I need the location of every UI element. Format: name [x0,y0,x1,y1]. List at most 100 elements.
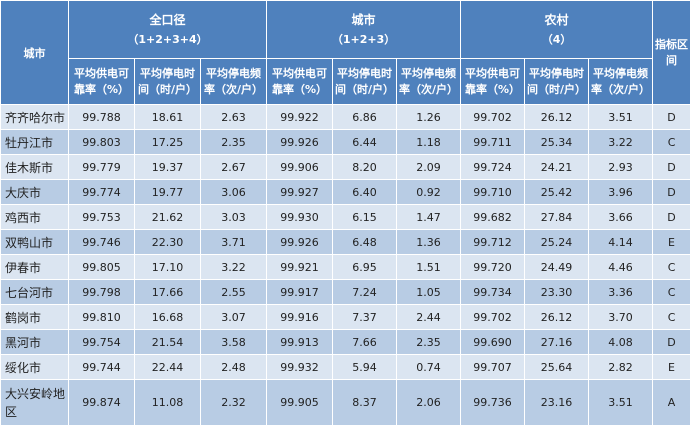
value-cell: 99.803 [68,129,135,155]
value-cell: 6.44 [332,129,398,155]
grade-cell: D [652,179,692,205]
value-cell: 99.702 [460,104,526,130]
grade-cell: D [652,104,692,130]
group-title: 城市 [351,12,376,27]
metric-header: 平均停电频率（次/户） [588,58,654,105]
table-row: 七台河市 99.798 17.66 2.55 99.917 7.24 1.05 99.734 2… [0,279,692,305]
value-cell: 99.746 [68,229,135,255]
city-cell: 鹤岗市 [0,304,69,330]
grade-cell: D [652,204,692,230]
value-cell: 99.922 [266,104,334,130]
value-cell: 99.926 [266,129,334,155]
group-formula: （1+2+3+4） [127,32,208,46]
value-cell: 22.30 [134,229,201,255]
group-header-rural: 农村 （4） [460,0,654,59]
grade-cell: D [652,154,692,180]
value-cell: 99.932 [266,354,334,380]
value-cell: 99.702 [460,304,526,330]
value-cell: 3.51 [588,379,654,426]
value-cell: 3.58 [199,329,268,355]
metric-header: 平均供电可靠率（%） [266,58,334,105]
value-cell: 6.48 [332,229,398,255]
value-cell: 99.916 [266,304,334,330]
value-cell: 21.62 [134,204,201,230]
metric-header: 平均供电可靠率（%） [460,58,526,105]
value-cell: 18.61 [134,104,201,130]
value-cell: 3.96 [588,179,654,205]
grade-cell: E [652,229,692,255]
value-cell: 3.71 [199,229,268,255]
value-cell: 99.798 [68,279,135,305]
grade-cell: C [652,254,692,280]
value-cell: 24.21 [524,154,590,180]
value-cell: 2.63 [199,104,268,130]
value-cell: 99.913 [266,329,334,355]
grade-cell: E [652,354,692,380]
value-cell: 6.95 [332,254,398,280]
value-cell: 2.32 [199,379,268,426]
value-cell: 1.26 [396,104,462,130]
header-metric-row: 平均供电可靠率（%） 平均停电时间（时/户） 平均停电频率（次/户） 平均供电可靠率（… [1,58,691,105]
table-row: 齐齐哈尔市 99.788 18.61 2.63 99.922 6.86 1.26 99.702… [0,104,692,130]
value-cell: 2.82 [588,354,654,380]
value-cell: 4.46 [588,254,654,280]
value-cell: 99.754 [68,329,135,355]
metric-header: 平均供电可靠率（%） [68,58,135,105]
value-cell: 6.86 [332,104,398,130]
value-cell: 99.711 [460,129,526,155]
city-column-header: 城市 [0,0,69,105]
value-cell: 25.34 [524,129,590,155]
value-cell: 25.64 [524,354,590,380]
value-cell: 99.734 [460,279,526,305]
value-cell: 27.16 [524,329,590,355]
grade-cell: D [652,329,692,355]
group-formula: （4） [541,32,572,46]
value-cell: 3.22 [199,254,268,280]
value-cell: 1.51 [396,254,462,280]
value-cell: 1.47 [396,204,462,230]
table-row: 大兴安岭地区 99.874 11.08 2.32 99.905 8.37 2.06 99.73… [0,379,692,426]
value-cell: 99.926 [266,229,334,255]
value-cell: 0.74 [396,354,462,380]
table-body: 齐齐哈尔市 99.788 18.61 2.63 99.922 6.86 1.26 99.702… [0,104,692,426]
value-cell: 1.18 [396,129,462,155]
value-cell: 1.05 [396,279,462,305]
value-cell: 99.712 [460,229,526,255]
value-cell: 99.805 [68,254,135,280]
value-cell: 19.77 [134,179,201,205]
value-cell: 21.54 [134,329,201,355]
table-row: 鹤岗市 99.810 16.68 3.07 99.916 7.37 2.44 99.702 26… [0,304,692,330]
value-cell: 99.707 [460,354,526,380]
header-group-row: 城市 全口径 （1+2+3+4） 城市 （1+2+3） 农村 （4） 指标区间 [0,0,692,105]
grade-cell: C [652,279,692,305]
group-title: 农村 [544,12,569,27]
city-cell: 绥化市 [0,354,69,380]
table-row: 绥化市 99.744 22.44 2.48 99.932 5.94 0.74 99.707 25… [0,354,692,380]
grade-cell: C [652,129,692,155]
table-row: 牡丹江市 99.803 17.25 2.35 99.926 6.44 1.18 99.711 2… [0,129,692,155]
value-cell: 4.08 [588,329,654,355]
value-cell: 3.06 [199,179,268,205]
value-cell: 99.736 [460,379,526,426]
value-cell: 99.917 [266,279,334,305]
value-cell: 99.774 [68,179,135,205]
metric-header: 平均停电时间（时/户） [134,58,201,105]
value-cell: 3.03 [199,204,268,230]
metric-header: 平均停电时间（时/户） [524,58,590,105]
value-cell: 2.44 [396,304,462,330]
value-cell: 99.720 [460,254,526,280]
value-cell: 19.37 [134,154,201,180]
table-row: 鸡西市 99.753 21.62 3.03 99.930 6.15 1.47 99.682 27… [0,204,692,230]
metric-header: 平均停电频率（次/户） [199,58,268,105]
value-cell: 7.24 [332,279,398,305]
value-cell: 99.744 [68,354,135,380]
value-cell: 99.810 [68,304,135,330]
value-cell: 4.14 [588,229,654,255]
value-cell: 17.66 [134,279,201,305]
value-cell: 22.44 [134,354,201,380]
table-row: 黑河市 99.754 21.54 3.58 99.913 7.66 2.35 99.690 27… [0,329,692,355]
value-cell: 23.16 [524,379,590,426]
city-cell: 大庆市 [0,179,69,205]
value-cell: 3.70 [588,304,654,330]
value-cell: 3.66 [588,204,654,230]
